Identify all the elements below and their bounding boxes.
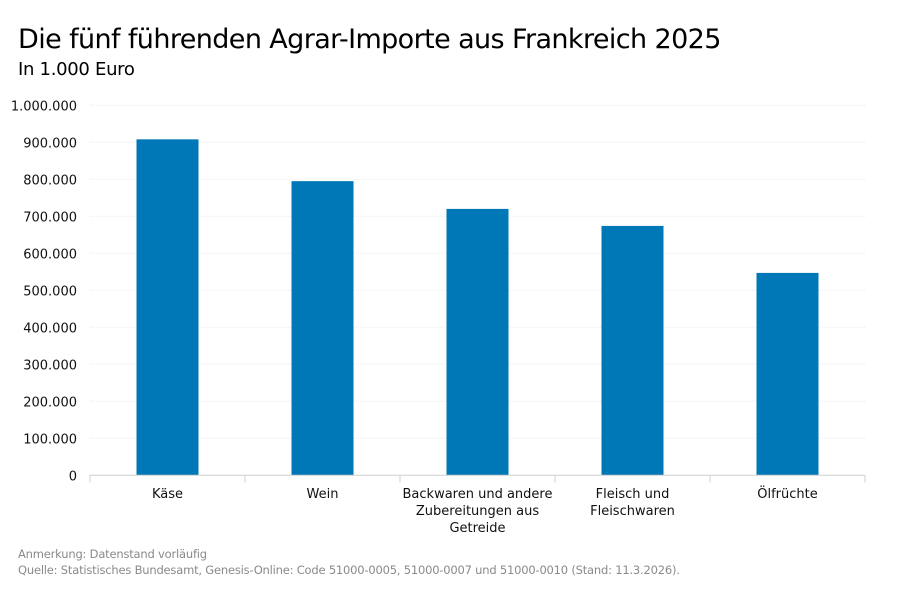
bar-2 [291, 181, 354, 476]
chart-title: Die fünf führenden Agrar-Importe aus Fra… [18, 24, 721, 55]
footer-note: Anmerkung: Datenstand vorläufig [18, 547, 207, 561]
y-tick-label: 700.000 [23, 210, 77, 225]
x-tick-label: Käse [152, 487, 183, 502]
y-tick-label: 800.000 [23, 173, 77, 188]
x-tick-label: Backwaren und andere Zubereitungen aus Get… [403, 487, 553, 536]
y-tick-label: 600.000 [23, 247, 77, 262]
bar-4 [601, 225, 664, 476]
footer-source: Quelle: Statistisches Bundesamt, Genesis… [18, 563, 680, 577]
x-tick-label: Ölfrüchte [757, 485, 818, 502]
y-tick-label: 100.000 [23, 432, 77, 447]
y-tick-label: 400.000 [23, 321, 77, 336]
bar-3 [446, 208, 509, 476]
x-tick-label: Fleisch und Fleischwaren [590, 487, 675, 519]
y-tick-label: 200.000 [23, 395, 77, 410]
y-tick-label: 1.000.000 [11, 99, 77, 114]
bar-5 [756, 272, 819, 476]
y-tick-label: 500.000 [23, 284, 77, 299]
bar-1 [136, 139, 199, 476]
chart-subtitle: In 1.000 Euro [18, 59, 135, 80]
y-tick-label: 900.000 [23, 136, 77, 151]
y-tick-label: 0 [69, 469, 77, 484]
y-tick-label: 300.000 [23, 358, 77, 373]
x-tick-label: Wein [307, 487, 339, 502]
